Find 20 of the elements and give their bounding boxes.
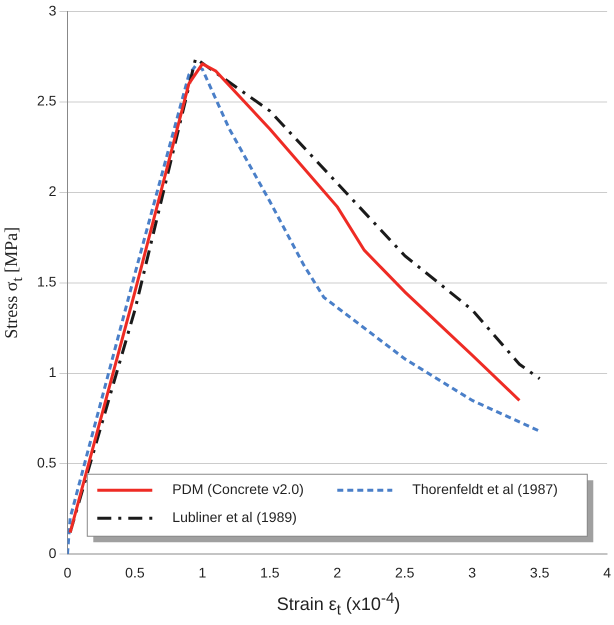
y-tick-label: 0 bbox=[48, 545, 57, 562]
x-tick-label: 1 bbox=[198, 564, 206, 580]
x-tick-label: 4 bbox=[603, 564, 612, 580]
x-tick-label: 3 bbox=[468, 564, 476, 580]
legend-label: Lubliner et al (1989) bbox=[172, 509, 297, 526]
x-tick-label: 2 bbox=[333, 564, 342, 580]
x-tick-label: 0 bbox=[64, 564, 72, 580]
y-tick-label: 3 bbox=[48, 2, 57, 18]
x-axis-title: Strain ε$_{t}$ (x10$^{-4}$) bbox=[276, 590, 402, 619]
y-tick-label: 2 bbox=[48, 183, 57, 200]
legend-label: Thorenfeldt et al (1987) bbox=[412, 481, 558, 498]
x-tick-label: 0.5 bbox=[125, 564, 145, 580]
x-tick-label: 1.5 bbox=[260, 564, 280, 580]
x-tick-label: 3.5 bbox=[530, 564, 550, 580]
legend-label: PDM (Concrete v2.0) bbox=[172, 481, 304, 498]
x-tick-label: 2.5 bbox=[395, 564, 415, 580]
y-tick-label: 0.5 bbox=[36, 454, 57, 471]
y-tick-label: 2.5 bbox=[36, 92, 57, 109]
y-tick-label: 1.5 bbox=[36, 274, 57, 290]
y-tick-label: 1 bbox=[48, 364, 57, 380]
